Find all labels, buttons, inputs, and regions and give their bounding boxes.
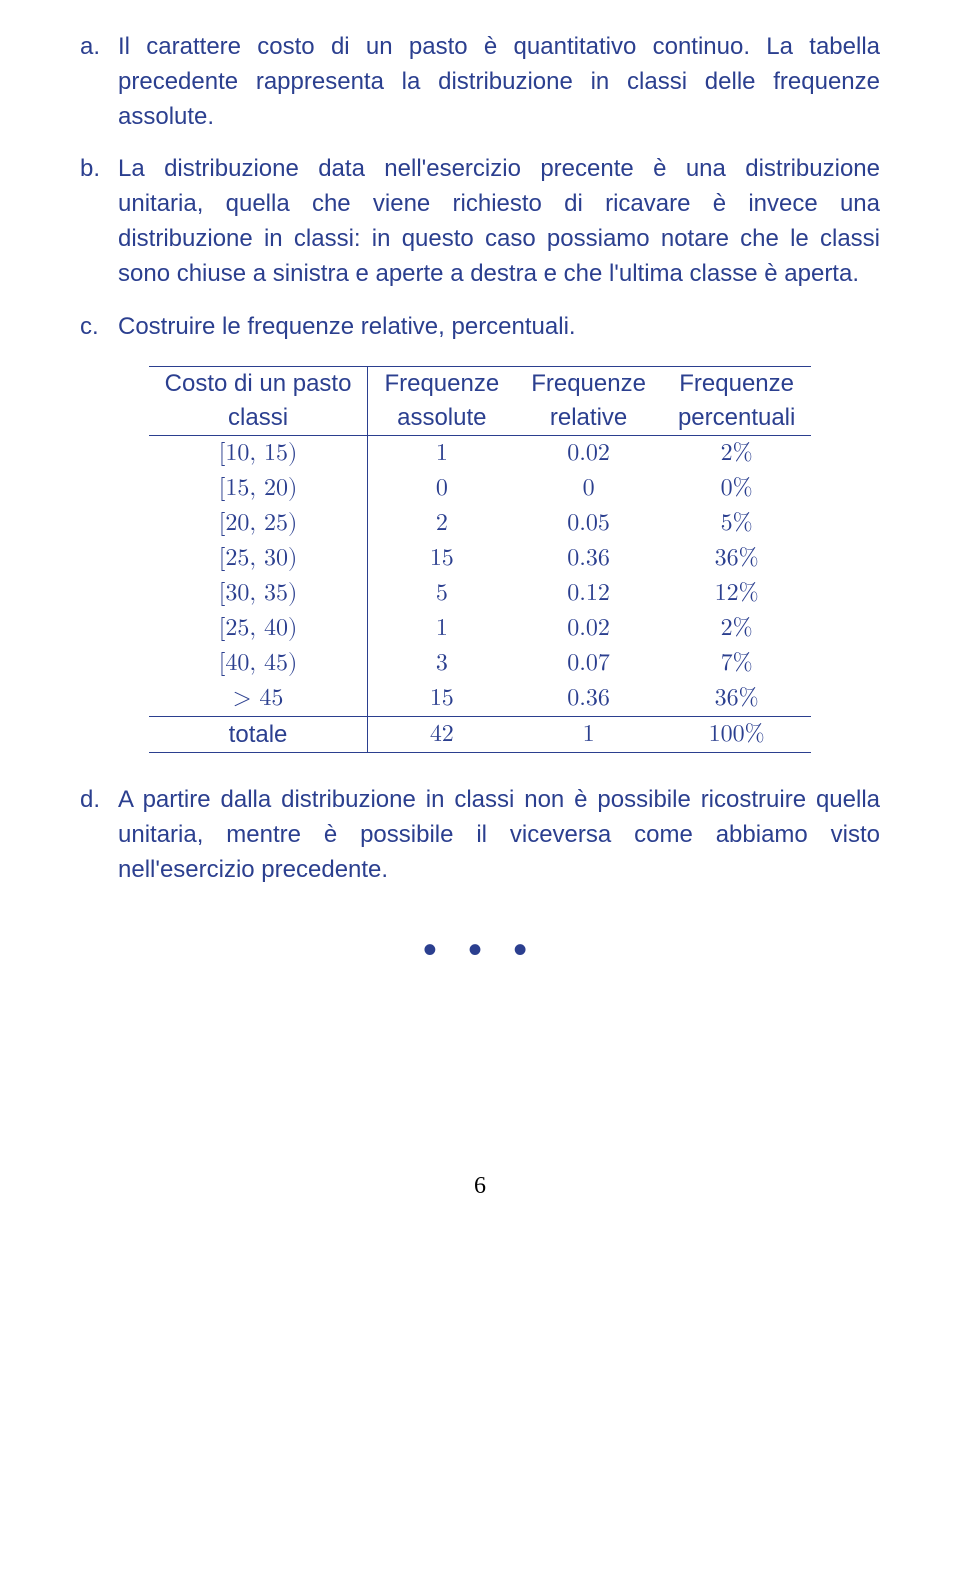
table-cell: 36% (662, 541, 811, 576)
table-cell: 0 (368, 471, 515, 506)
item-text: A partire dalla distribuzione in classi … (118, 783, 880, 887)
table-row: [40, 45) 3 0.07 7% (149, 646, 812, 681)
table-cell: 1 (368, 611, 515, 646)
table-cell: 2% (662, 611, 811, 646)
separator-dots: • • • (80, 928, 880, 973)
list-item-d: d. A partire dalla distribuzione in clas… (80, 783, 880, 887)
table-row: [10, 15) 1 0.02 2% (149, 436, 812, 472)
table-row: > 45 15 0.36 36% (149, 681, 812, 717)
table-cell: 0.02 (515, 611, 662, 646)
table-cell: [25, 30) (149, 541, 368, 576)
table-cell: [30, 35) (149, 576, 368, 611)
table-cell: 0 (515, 471, 662, 506)
table-cell: 0.05 (515, 506, 662, 541)
table-cell: 100% (662, 717, 811, 753)
table-cell: [15, 20) (149, 471, 368, 506)
table-cell: 3 (368, 646, 515, 681)
table-cell: 42 (368, 717, 515, 753)
table-cell: 5% (662, 506, 811, 541)
frequency-table: Costo di un pasto Frequenze Frequenze Fr… (149, 366, 812, 753)
page-number: 6 (80, 1173, 880, 1200)
table-cell: 15 (368, 541, 515, 576)
header-cell: assolute (368, 401, 515, 436)
header-cell: classi (149, 401, 368, 436)
frequency-table-wrap: Costo di un pasto Frequenze Frequenze Fr… (80, 366, 880, 753)
table-cell: 7% (662, 646, 811, 681)
item-text: Il carattere costo di un pasto è quantit… (118, 30, 880, 134)
table-cell: [40, 45) (149, 646, 368, 681)
table-cell: [20, 25) (149, 506, 368, 541)
table-row: [15, 20) 0 0 0% (149, 471, 812, 506)
table-cell: 2 (368, 506, 515, 541)
table-row: [25, 30) 15 0.36 36% (149, 541, 812, 576)
table-cell: totale (149, 717, 368, 753)
table-cell: > 45 (149, 681, 368, 717)
table-cell: 2% (662, 436, 811, 472)
list-item-a: a. Il carattere costo di un pasto è quan… (80, 30, 880, 134)
table-cell: 36% (662, 681, 811, 717)
table-cell: 5 (368, 576, 515, 611)
list-item-b: b. La distribuzione data nell'esercizio … (80, 152, 880, 291)
item-marker: b. (80, 152, 118, 291)
table-cell: 12% (662, 576, 811, 611)
table-cell: 0.36 (515, 681, 662, 717)
table-header-row-2: classi assolute relative percentuali (149, 401, 812, 436)
item-marker: a. (80, 30, 118, 134)
table-cell: 1 (515, 717, 662, 753)
header-cell: Frequenze (515, 367, 662, 402)
table-cell: 0.07 (515, 646, 662, 681)
table-row: [25, 40) 1 0.02 2% (149, 611, 812, 646)
header-cell: Frequenze (662, 367, 811, 402)
table-row: [20, 25) 2 0.05 5% (149, 506, 812, 541)
header-cell: relative (515, 401, 662, 436)
table-cell: 1 (368, 436, 515, 472)
item-text: La distribuzione data nell'esercizio pre… (118, 152, 880, 291)
table-cell: 0.12 (515, 576, 662, 611)
item-text: Costruire le frequenze relative, percent… (118, 310, 880, 345)
table-row: [30, 35) 5 0.12 12% (149, 576, 812, 611)
table-cell: 0% (662, 471, 811, 506)
table-cell: 0.36 (515, 541, 662, 576)
header-cell: Costo di un pasto (149, 367, 368, 402)
item-marker: d. (80, 783, 118, 887)
list-item-c: c. Costruire le frequenze relative, perc… (80, 310, 880, 345)
item-marker: c. (80, 310, 118, 345)
header-cell: Frequenze (368, 367, 515, 402)
header-cell: percentuali (662, 401, 811, 436)
table-cell: [10, 15) (149, 436, 368, 472)
table-header-row-1: Costo di un pasto Frequenze Frequenze Fr… (149, 367, 812, 402)
table-cell: [25, 40) (149, 611, 368, 646)
table-total-row: totale 42 1 100% (149, 717, 812, 753)
table-cell: 15 (368, 681, 515, 717)
table-cell: 0.02 (515, 436, 662, 472)
